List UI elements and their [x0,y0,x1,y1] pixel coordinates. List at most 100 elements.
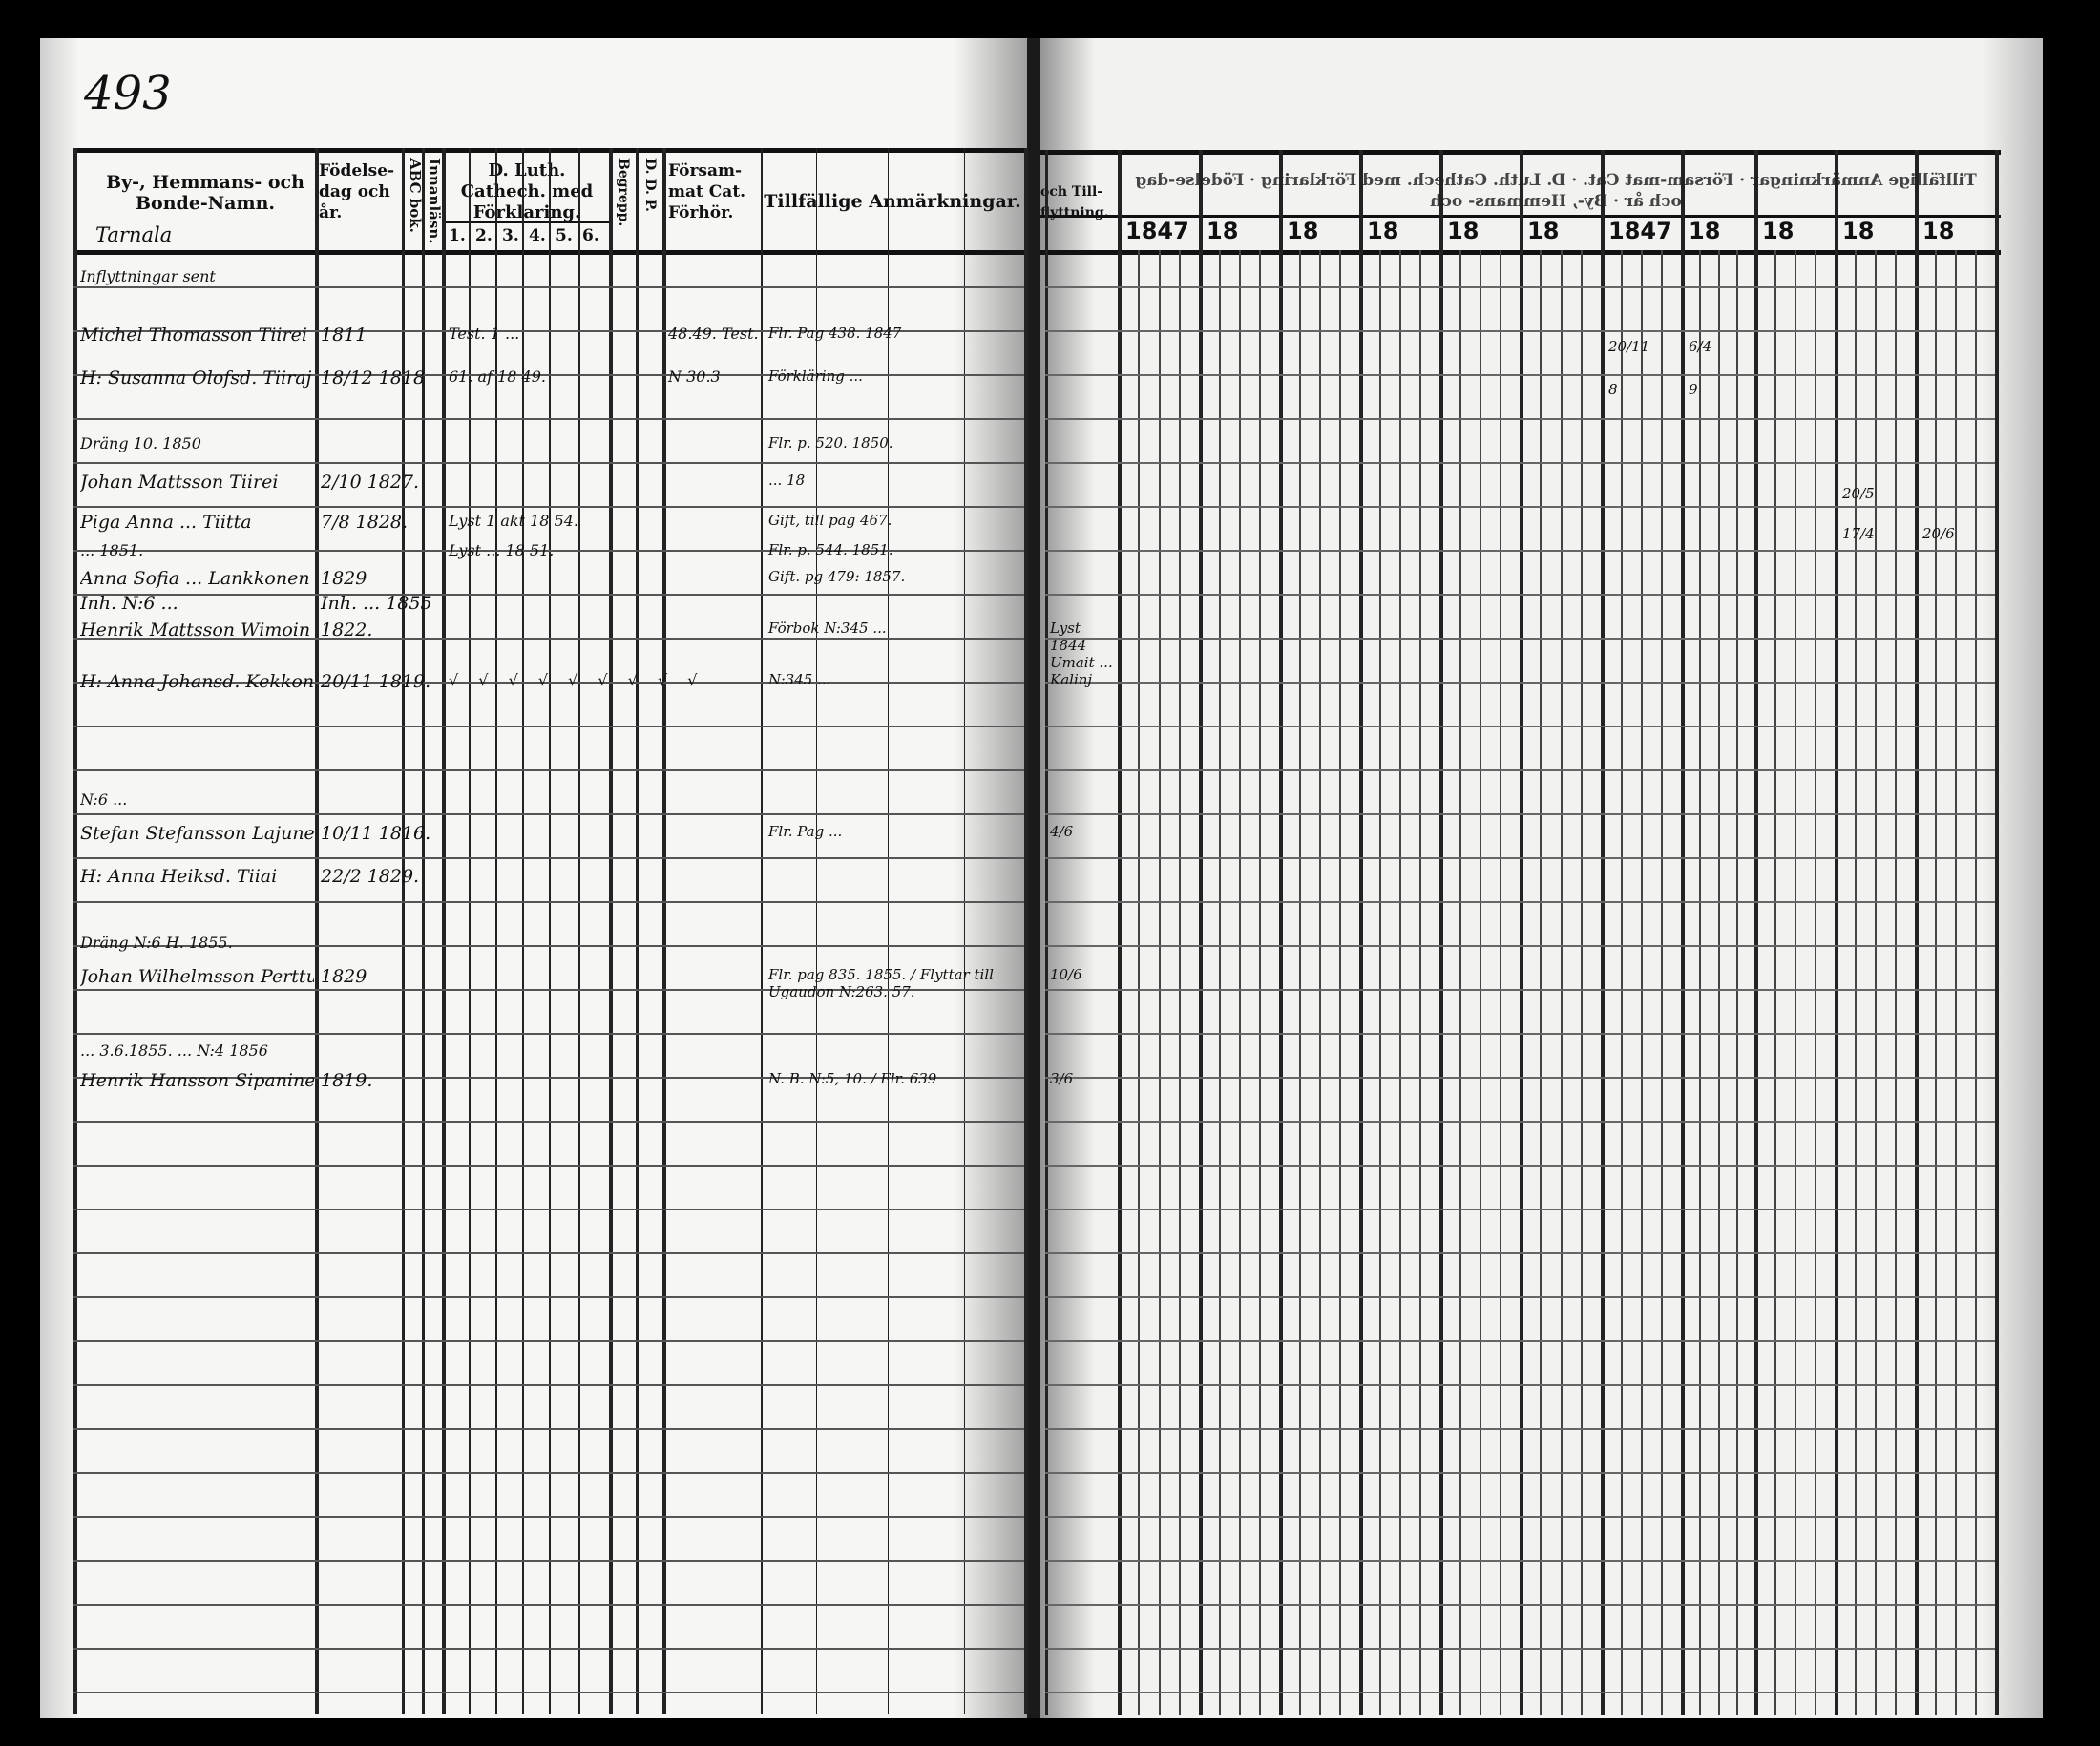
year-column-rule [1279,150,1283,1715]
entry-name: Anna Sofia ... Lankkonen [80,568,310,589]
row-rule [1045,1165,1995,1167]
entry-name: Johan Mattsson Tiirei [80,472,279,493]
sub-column-rule [1299,250,1301,1715]
book-gutter [1027,38,1040,1718]
row-rule [1045,1560,1995,1562]
column-rule [964,148,965,1714]
entry-birth: 1819. [321,1070,373,1091]
header-bottom-rule [74,250,1028,255]
row-rule [1045,1472,1995,1474]
sub-column-rule [1855,250,1857,1715]
entry-notes: Gift. pg 479: 1857. [768,568,906,585]
sub-column-rule [1581,250,1583,1715]
row-rule [74,1209,1024,1210]
column-rule [761,148,763,1714]
entry-birth: 20/11 1819. [321,671,431,692]
header-forsamm-column: Försam-mat Cat. Förhör. [668,161,746,222]
row-rule [74,374,1024,376]
year-label: 18 [1689,218,1721,244]
entry-notes: Flr. Pag ... [768,823,843,840]
row-rule [1045,682,1995,684]
header-begrepp-column: Begrepp. [616,158,631,227]
row-rule [1045,989,1995,991]
sub-column-rule [1379,250,1381,1715]
sub-column-rule [1460,250,1461,1715]
row-rule [1045,1692,1995,1693]
row-rule [1045,1033,1995,1035]
row-rule [74,1560,1024,1562]
sub-column-rule [1955,250,1957,1715]
sub-column-rule [1699,250,1701,1715]
row-rule [1045,726,1995,727]
column-rule [662,148,666,1714]
entry-birth: 10/11 1816. [321,823,431,844]
entry-catechism: Lyst ... 18 51. [449,541,555,559]
row-rule [1045,286,1995,288]
row-rule [74,462,1024,464]
entry-birth: 2/10 1827. [321,472,420,493]
entry-name: Piga Anna ... Tiitta [80,512,252,533]
column-rule [74,148,77,1714]
row-rule [74,769,1024,771]
column-rule [1024,148,1028,1714]
entry-name: N:6 ... [80,790,128,809]
sub-column-rule [1661,250,1663,1715]
entry-notes: N. B. N:5, 10. / Flr. 639 [768,1070,937,1087]
year-column-rule [1995,150,1999,1715]
page-number: 493 [84,67,172,120]
row-rule [1045,1516,1995,1518]
header-abc-column: ABC bok. [407,158,424,233]
sub-column-rule [1795,250,1796,1715]
right-note: 4/6 [1050,823,1074,840]
row-rule [74,857,1024,859]
header-name-column: By-, Hemmans- och Bonde-Namn. [106,172,304,214]
row-rule [74,813,1024,815]
column-rule [816,148,817,1714]
year-column-rule [1199,150,1203,1715]
row-rule [1045,1604,1995,1606]
entry-name: Dräng N:6 H. 1855. [80,934,233,952]
entry-name: Inflyttningar sent [80,267,216,285]
bleed-through-header: Tillfällige Anmärkningar · Försam-mat Ca… [1135,171,1977,211]
row-rule [74,726,1024,727]
row-rule [74,1165,1024,1167]
sub-column-rule [1159,250,1161,1715]
catechism-subcolumn-label: 6. [582,226,599,245]
row-rule [74,901,1024,903]
entry-name: H: Anna Johansd. Kekkon [80,671,314,692]
row-rule [1045,1296,1995,1298]
sub-column-rule [1718,250,1720,1715]
column-rule [315,148,319,1714]
entry-forsamm: 48.49. Test. [668,325,759,343]
entry-birth: 7/8 1828. [321,512,409,533]
sub-column-rule [1399,250,1401,1715]
year-mark: 20/11 [1608,338,1650,355]
row-rule [1045,769,1995,771]
year-column-rule [1359,150,1363,1715]
left-page [40,38,1033,1718]
year-label: 18 [1762,218,1795,244]
header-catechism-column: D. Luth. Cathech. med Förklaring. [460,160,594,222]
entry-name: ... 3.6.1855. ... N:4 1856 [80,1041,268,1060]
year-label: 18 [1367,218,1399,244]
column-rule [636,148,639,1714]
catechism-subcolumn-label: 1. [449,226,466,245]
sub-column-rule [1138,250,1140,1715]
entry-forsamm: N 30.3 [668,368,721,386]
sub-column-rule [1875,250,1877,1715]
year-column-rule [1835,150,1838,1715]
entry-name: Stefan Stefansson Lajunen [80,823,314,844]
column-rule [1045,150,1048,1715]
header-dd-column: D. D. P. [642,158,658,212]
row-rule [1045,374,1995,376]
header-innanlasn-column: Innanläsn. [426,158,443,244]
sub-column-rule [1500,250,1502,1715]
sub-column-rule [1561,250,1563,1715]
row-rule [74,945,1024,947]
entry-catechism: Lyst 1 akt 18 54. [449,512,579,530]
row-rule [1045,813,1995,815]
row-rule [74,682,1024,684]
entry-notes: Förbok N:345 ... [768,620,887,637]
row-rule [74,1252,1024,1254]
row-rule [1045,1648,1995,1650]
